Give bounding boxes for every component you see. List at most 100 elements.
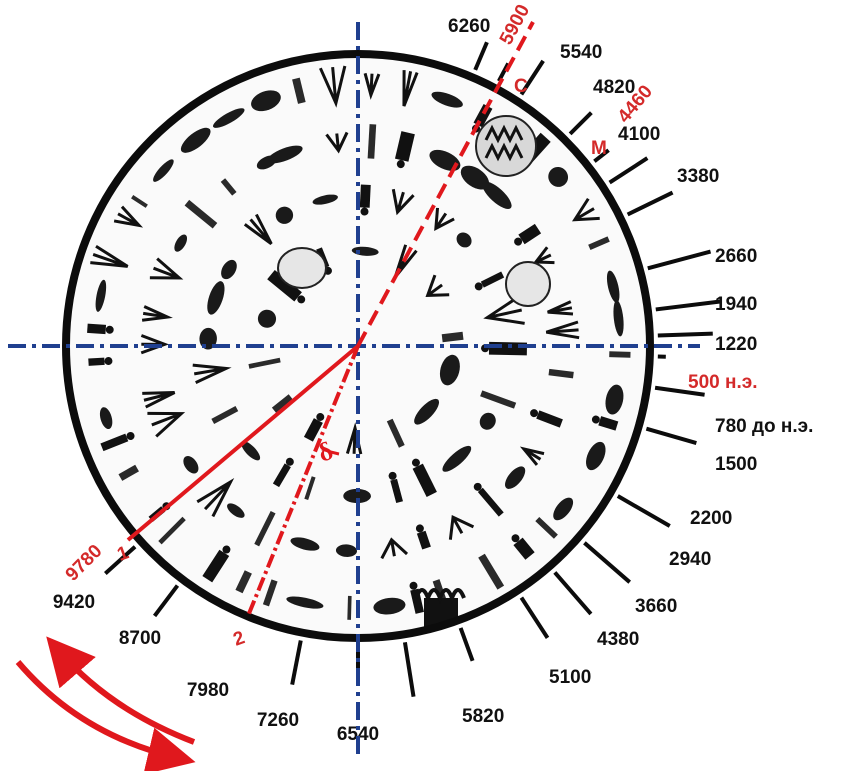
hieroglyph-figure: [380, 537, 409, 560]
hieroglyph-figures: [87, 65, 631, 620]
line-to-2: [246, 345, 360, 617]
hieroglyph-figure: [606, 270, 620, 303]
hieroglyph-figure: [411, 458, 437, 498]
dial-label: 4380: [597, 629, 639, 650]
dial-label: 2200: [690, 508, 732, 529]
dial-tick: [657, 331, 713, 338]
dial-label: 7980: [187, 680, 229, 701]
dial-tick: [152, 584, 180, 618]
hieroglyph-figure: [448, 515, 475, 540]
hieroglyph-figure: [553, 497, 574, 521]
dial-label: 1500: [715, 454, 757, 475]
dial-label: 5540: [560, 42, 602, 63]
hieroglyph-figure: [479, 412, 496, 430]
hieroglyph-figure: [257, 309, 277, 328]
dial-label: 5100: [549, 667, 591, 688]
hieroglyph-figure: [434, 207, 455, 232]
dial-label: 3380: [677, 166, 719, 187]
hieroglyph-figure: [99, 407, 113, 430]
hieroglyph-figure: [202, 545, 231, 583]
dial-label: 9780: [62, 541, 107, 586]
hieroglyph-figure: [415, 524, 431, 550]
dial-label: 9420: [53, 592, 95, 613]
hieroglyph-figure: [319, 65, 347, 108]
dial-tick: [290, 640, 303, 686]
hieroglyph-figure: [192, 363, 232, 384]
hieroglyph-figure: [254, 510, 276, 547]
hieroglyph-figure: [131, 194, 148, 208]
marker-label: М: [591, 138, 607, 159]
line-to-c: [356, 21, 535, 347]
dial-tick: [654, 385, 705, 397]
hieroglyph-figure: [532, 246, 555, 265]
dial-tick: [519, 596, 550, 639]
hieroglyph-figure: [535, 516, 558, 539]
sun-disc-top: [475, 115, 537, 177]
hieroglyph-figure: [243, 213, 273, 246]
dial-tick: [458, 627, 475, 662]
hieroglyph-figure: [241, 441, 261, 461]
hieroglyph-figure: [271, 394, 293, 413]
reed-cluster: [484, 124, 524, 162]
hieroglyph-figure: [439, 354, 460, 386]
hieroglyph-figure: [95, 279, 107, 312]
hieroglyph-figure: [149, 257, 184, 280]
hieroglyph-figure: [367, 124, 377, 159]
hieroglyph-figure: [343, 488, 371, 504]
dial-tick: [616, 494, 671, 528]
dial-label: 6260: [448, 16, 490, 37]
hieroglyph-figure: [609, 351, 631, 358]
hieroglyph-figure: [220, 178, 237, 196]
hieroglyph-figure: [141, 305, 173, 322]
hieroglyph-figure: [304, 476, 316, 501]
hieroglyph-figure: [262, 579, 278, 607]
hieroglyph-figure: [545, 320, 580, 340]
dial-label: 500 н.э.: [688, 372, 758, 393]
hieroglyph-figure: [431, 91, 463, 108]
dial-tick: [655, 299, 721, 312]
hieroglyph-figure: [409, 581, 424, 614]
hieroglyph-figure: [180, 127, 211, 153]
hieroglyph-figure: [591, 415, 619, 431]
hieroglyph-figure: [347, 595, 352, 620]
dial-tick: [583, 541, 632, 584]
dial-tick: [626, 190, 674, 217]
dial-label: 780 до н.э.: [715, 416, 813, 437]
dial-tick: [568, 111, 593, 136]
hieroglyph-figure: [514, 223, 542, 246]
hieroglyph-figure: [235, 570, 252, 594]
hieroglyph-figure: [571, 197, 600, 222]
arrow-clockwise: [15, 660, 196, 771]
hieroglyph-figure: [251, 90, 281, 112]
hieroglyph-figure: [174, 234, 188, 252]
water-sign: [414, 588, 466, 604]
dial-tick: [553, 571, 593, 616]
hieroglyph-figure: [388, 471, 403, 504]
hieroglyph-figure: [613, 300, 624, 337]
hieroglyph-figure: [275, 206, 294, 224]
hieroglyph-figure: [478, 553, 505, 590]
hieroglyph-figure: [292, 77, 306, 104]
dial-labels: 6260 590055404820446041003380266019401220…: [53, 1, 814, 745]
sun-disc-left: [277, 247, 327, 289]
hieroglyph-figure: [425, 274, 450, 297]
dial-label: 2940: [669, 549, 711, 570]
hieroglyph-figure: [286, 596, 324, 609]
dial-label: 5900: [496, 1, 534, 48]
hieroglyph-figure: [363, 72, 381, 100]
hieroglyph-figure: [142, 390, 176, 409]
hieroglyph-figure: [272, 457, 294, 488]
hieroglyph-figure: [100, 431, 135, 452]
arrow-counterclockwise: [46, 636, 196, 745]
dial-label: 7260: [257, 710, 299, 731]
hieroglyph-figure: [88, 356, 113, 366]
dial-label: 6540: [337, 724, 379, 745]
dial-label: 3660: [635, 596, 677, 617]
hieroglyph-figure: [473, 482, 504, 517]
hieroglyph-figure: [290, 537, 320, 551]
dial-label: 1940: [715, 294, 757, 315]
hieroglyph-figure: [303, 412, 325, 442]
hieroglyph-figure: [373, 597, 406, 615]
hieroglyph-figure: [548, 167, 569, 187]
hieroglyph-figure: [184, 199, 218, 229]
